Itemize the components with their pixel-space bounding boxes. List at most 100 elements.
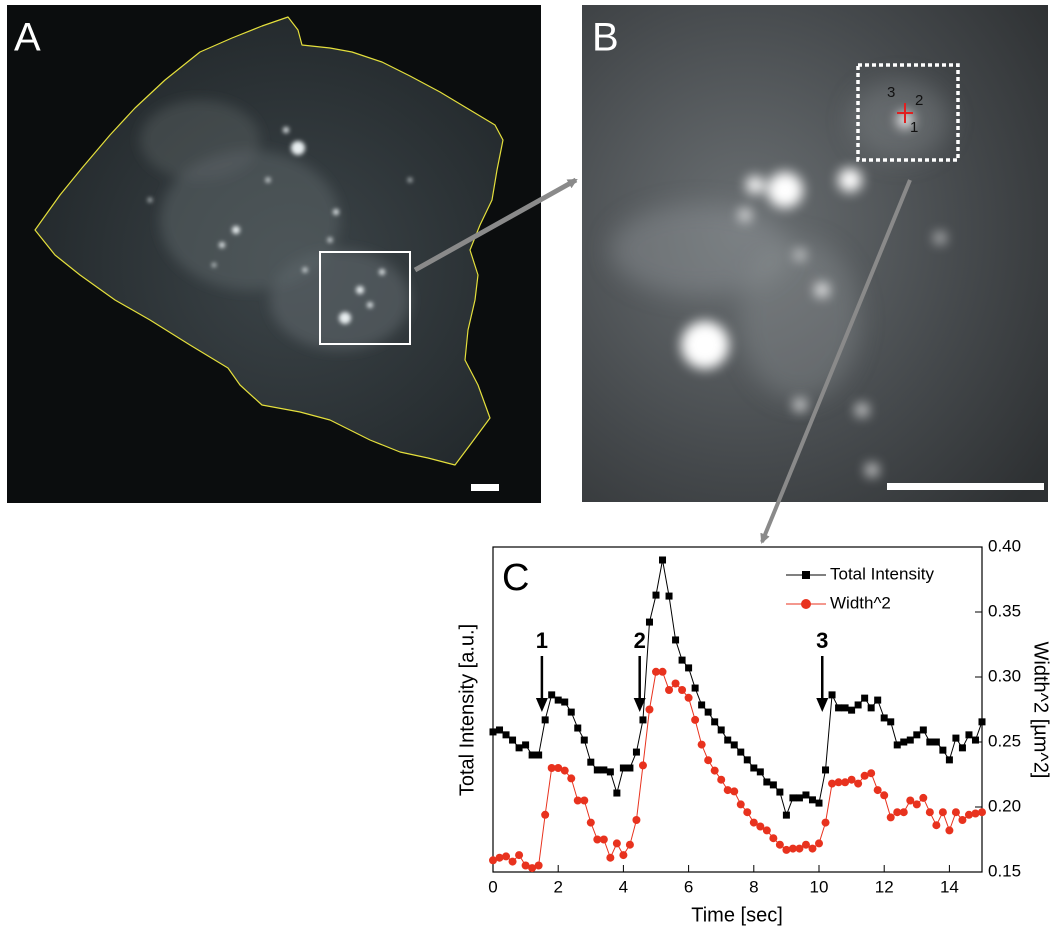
data-point [711, 718, 718, 725]
data-point [796, 794, 803, 801]
data-point [867, 769, 875, 777]
data-point [659, 557, 666, 564]
data-point [887, 813, 895, 821]
data-point [717, 776, 725, 784]
data-point [600, 766, 607, 773]
track-label: 3 [887, 84, 895, 101]
data-point [516, 744, 523, 751]
data-point [808, 845, 816, 853]
data-point [894, 741, 901, 748]
data-point [503, 731, 510, 738]
data-point [881, 714, 888, 721]
data-point [607, 768, 614, 775]
data-point [568, 709, 575, 716]
data-point [939, 808, 947, 816]
data-point [548, 691, 555, 698]
data-point [952, 808, 960, 816]
data-point [822, 819, 830, 827]
data-point [816, 800, 823, 807]
data-point [802, 791, 809, 798]
data-point [737, 800, 745, 808]
x-tick-label: 8 [749, 877, 758, 896]
data-point [613, 790, 620, 797]
data-point [854, 780, 862, 788]
data-point [672, 680, 680, 688]
data-point [945, 826, 953, 834]
x-tick-label: 10 [810, 877, 829, 896]
data-point [626, 841, 634, 849]
data-point [874, 786, 882, 794]
data-point [600, 836, 608, 844]
data-point [848, 707, 855, 714]
data-point [809, 796, 816, 803]
data-point [659, 668, 667, 676]
data-point [685, 664, 692, 671]
data-point [939, 747, 946, 754]
data-point [731, 741, 738, 748]
data-point [776, 789, 783, 796]
scale-bar [887, 483, 1044, 490]
panel-label: B [592, 16, 619, 60]
data-point [979, 718, 986, 725]
data-point [606, 854, 614, 862]
data-point [542, 716, 549, 723]
data-point [619, 851, 627, 859]
data-point [580, 797, 588, 805]
data-point [919, 794, 927, 802]
data-point [665, 686, 673, 694]
annotation-label: 1 [536, 628, 548, 653]
data-point [613, 839, 621, 847]
data-point [933, 739, 940, 746]
data-point [692, 685, 699, 692]
data-point [822, 766, 829, 773]
data-point [763, 778, 770, 785]
data-point [958, 816, 966, 824]
data-point [646, 619, 653, 626]
data-point [913, 731, 920, 738]
data-point [522, 741, 529, 748]
x-tick-label: 6 [684, 877, 693, 896]
data-point [744, 756, 751, 763]
y2-tick-label: 0.25 [988, 731, 1021, 750]
data-point [587, 819, 595, 827]
annotation-label: 3 [816, 628, 828, 653]
data-point [842, 704, 849, 711]
panel-label: A [14, 16, 41, 60]
legend-marker [801, 599, 811, 609]
legend-label: Width^2 [830, 593, 891, 612]
data-point [952, 735, 959, 742]
data-point [705, 709, 712, 716]
data-point [887, 718, 894, 725]
data-point [496, 726, 503, 733]
y2-tick-label: 0.30 [988, 666, 1021, 685]
data-point [769, 834, 777, 842]
data-point [574, 725, 581, 732]
data-point [704, 756, 712, 764]
plot-frame [493, 547, 982, 872]
y2-tick-label: 0.35 [988, 601, 1021, 620]
data-point [855, 701, 862, 708]
data-point [645, 706, 653, 714]
panel-label: C [502, 557, 529, 599]
scale-bar [471, 484, 499, 491]
data-point [783, 812, 790, 819]
data-point [926, 808, 934, 816]
data-point [861, 695, 868, 702]
data-point [594, 766, 601, 773]
data-point [815, 839, 823, 847]
data-point [932, 821, 940, 829]
data-point [666, 593, 673, 600]
data-point [685, 694, 693, 702]
data-point [737, 749, 744, 756]
y2-tick-label: 0.15 [988, 861, 1021, 880]
data-point [515, 851, 523, 859]
legend-marker [802, 571, 810, 579]
data-point [509, 737, 516, 744]
data-point [776, 841, 784, 849]
data-point [653, 592, 660, 599]
data-point [587, 759, 594, 766]
data-point [633, 749, 640, 756]
figure: A 3 2 1 B C Time [sec] Total Intensity [… [0, 0, 1050, 932]
data-point [561, 699, 568, 706]
data-point [490, 728, 497, 735]
